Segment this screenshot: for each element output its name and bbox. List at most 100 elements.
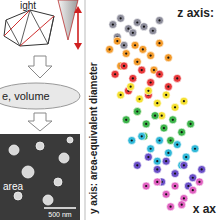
point-center [147,156,149,158]
point-center [142,48,144,50]
point-center [183,164,185,166]
point [122,50,130,58]
point-center [183,197,185,199]
point-body [171,182,179,190]
point-body [122,50,130,58]
particle [14,192,22,200]
point-center [194,148,196,150]
wireframe-inner [6,10,54,46]
point-center [167,152,169,154]
point-body [180,97,188,105]
point [156,70,164,78]
point [138,132,146,140]
point-center [156,181,158,183]
particle [59,153,69,163]
point-body [147,79,155,87]
point-body [162,190,170,198]
point-center [167,86,169,88]
point [142,120,150,128]
point-center [174,106,176,108]
point-center [158,73,160,75]
point [162,157,170,165]
point-center [130,86,132,88]
point-body [147,145,155,153]
process-ellipse [0,83,80,109]
point-body [106,45,114,53]
divider [85,0,86,220]
point [140,23,148,31]
point [149,27,157,35]
point-center [181,204,183,206]
point-center [176,77,178,79]
point-center [198,181,200,183]
point-body [133,58,141,66]
point-body [164,83,172,91]
point-center [120,94,122,96]
point-body [117,14,125,22]
point-body [153,165,161,173]
point-center [167,57,169,59]
point-body [156,136,164,144]
point-body [151,112,159,120]
y-axis-label: y axis: area-equivalent diameter [88,62,99,214]
point [129,29,137,37]
point-center [161,115,163,117]
point-center [127,28,129,30]
point [128,136,136,144]
point [153,178,161,186]
point-center [136,21,138,23]
point [198,165,206,173]
point-center [172,119,174,121]
scale-bar [44,207,76,209]
point [162,91,170,99]
point [171,182,179,190]
point-center [138,98,140,100]
point-center [125,52,127,54]
point-body [128,136,136,144]
point-body [156,70,164,78]
point-center [153,69,155,71]
scale-bar-label: 500 nm [48,211,72,218]
point [109,21,117,29]
point-center [158,42,160,44]
point-center [156,102,158,104]
point [180,161,188,169]
point-body [113,37,121,45]
point-body [111,70,119,78]
point-center [165,94,167,96]
point [169,116,177,124]
point-center [156,168,158,170]
point-center [108,48,110,50]
point [117,14,125,22]
point-center [143,26,145,28]
point-center [156,160,158,162]
light-label: ight [20,0,36,11]
point-center [132,77,134,79]
point-body [129,74,137,82]
flow-arrow [28,113,52,131]
point [133,108,141,116]
process-label: e, volume [2,90,50,102]
point [127,83,135,91]
point-center [165,193,167,195]
point [106,45,114,53]
point-body [195,178,203,186]
point-body [153,157,161,165]
wireframe-red [4,10,30,36]
point-center [147,90,149,92]
point-body [129,29,137,37]
point [129,74,137,82]
point-center [170,206,172,208]
point [162,190,170,198]
point [142,182,150,190]
point-body [160,124,168,132]
point-center [170,139,172,141]
point-center [131,139,133,141]
point-center [114,73,116,75]
point [156,136,164,144]
point-center [174,173,176,175]
point-center [152,30,154,32]
point [153,165,161,173]
point-center [174,185,176,187]
point-body [156,39,164,47]
